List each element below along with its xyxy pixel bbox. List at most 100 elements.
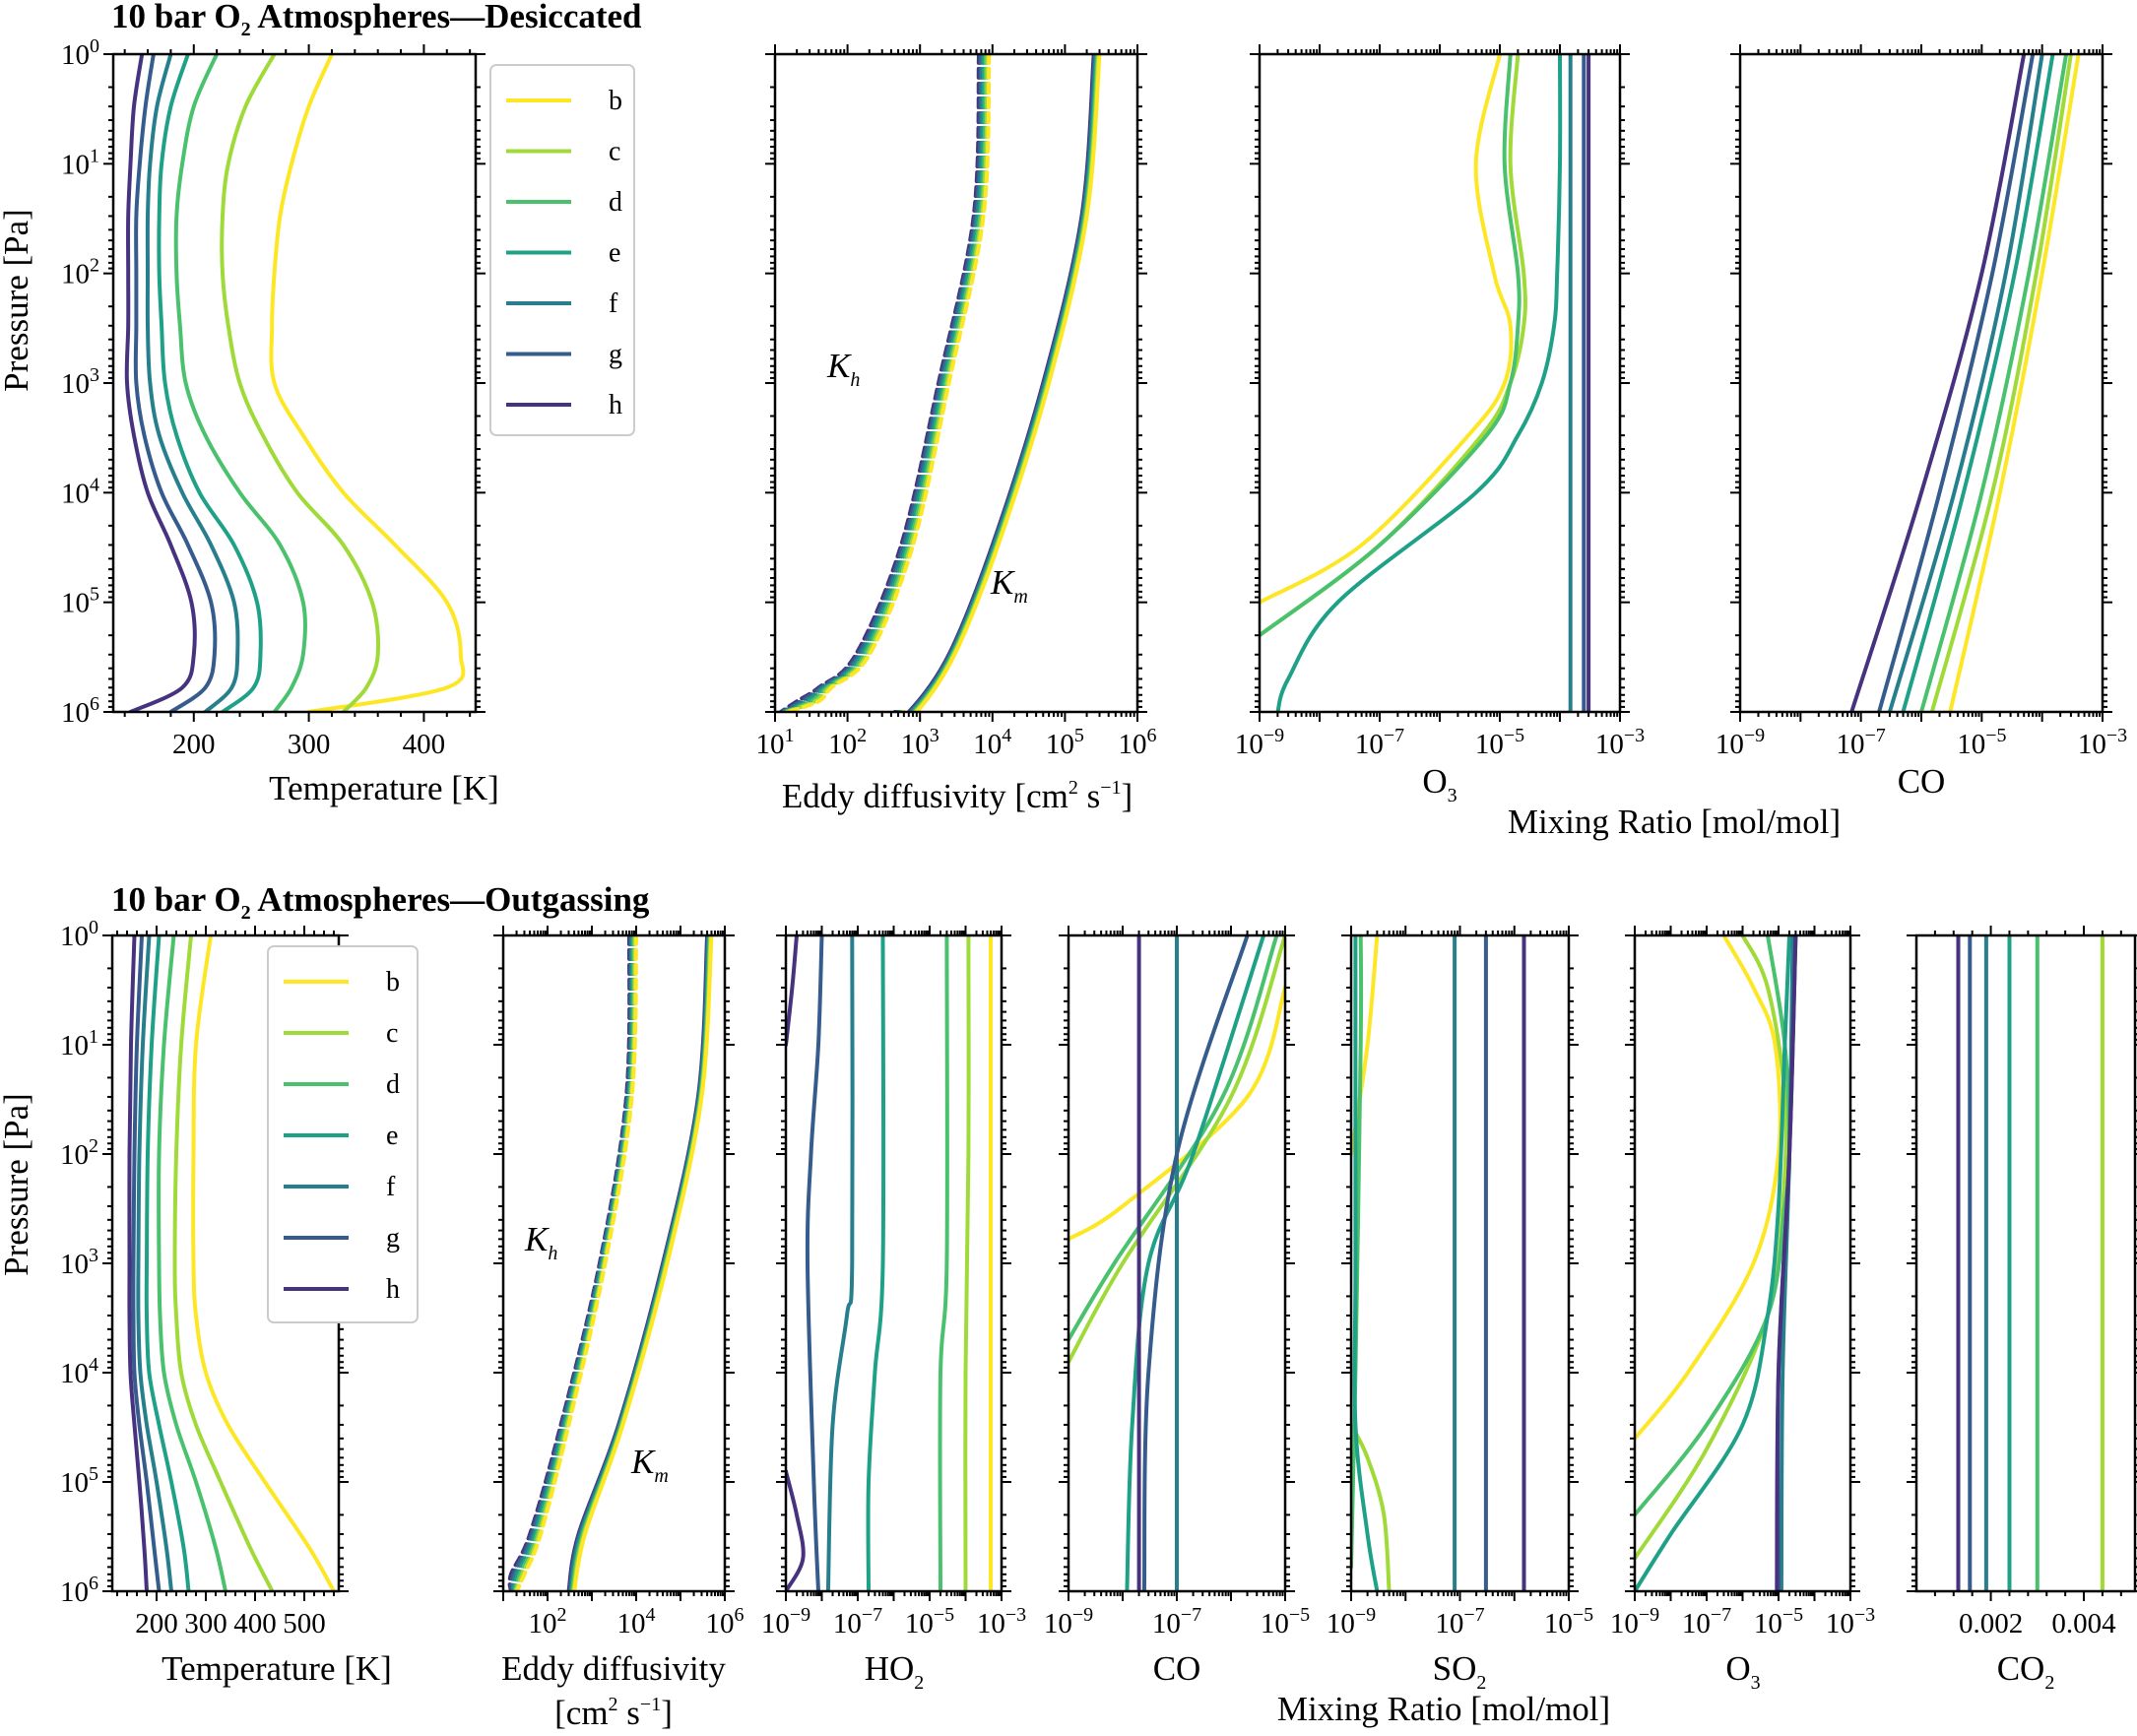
series-line-e xyxy=(157,54,263,712)
ytick-label: 102 xyxy=(60,1135,98,1171)
series-line-b xyxy=(1068,986,1285,1242)
bottom-h2o-xlabel: HO2 xyxy=(865,1649,925,1694)
xtick-label: 10−3 xyxy=(977,1604,1026,1640)
bottom-o3-frame xyxy=(1633,933,1852,1593)
series-line-h2 xyxy=(786,1469,806,1591)
series-line-g xyxy=(133,54,218,712)
series-line-f xyxy=(136,935,173,1591)
bottom-so2-frame xyxy=(1349,933,1571,1593)
top-temperature-xlabel: Temperature [K] xyxy=(269,769,499,807)
xtick-label: 10−9 xyxy=(761,1604,810,1640)
bottom-so2-ticks xyxy=(1341,926,1579,1601)
series-line-h xyxy=(892,54,1096,712)
series-line-c xyxy=(1635,935,1788,1561)
ytick-label: 104 xyxy=(60,1354,98,1389)
xtick-label: 101 xyxy=(756,725,795,760)
legend-label-h: h xyxy=(609,390,622,420)
series-line-c xyxy=(963,935,971,1591)
series-line-g xyxy=(131,935,162,1591)
series-line-h xyxy=(127,935,149,1591)
bottom-co2-xlabel: CO2 xyxy=(1997,1649,2055,1694)
bottom-co-xlabel: CO xyxy=(1153,1649,1201,1688)
xtick-label: 0.004 xyxy=(2051,1608,2116,1640)
bottom-temperature-xlabel: Temperature [K] xyxy=(162,1649,392,1688)
xtick-label: 10−3 xyxy=(1595,725,1645,760)
ytick-label: 106 xyxy=(60,1573,98,1608)
bottom-mixing-ratio-label: Mixing Ratio [mol/mol] xyxy=(1277,1690,1610,1728)
xtick-label: 104 xyxy=(973,725,1011,760)
series-line-b xyxy=(786,54,992,712)
series-line-e xyxy=(144,935,191,1591)
series-line-g xyxy=(509,935,633,1591)
series-line-e xyxy=(1275,54,1563,712)
series-line-c xyxy=(784,54,990,712)
ytick-label: 105 xyxy=(61,584,99,619)
xtick-label: 104 xyxy=(617,1604,656,1640)
series-line-f xyxy=(825,935,855,1591)
xtick-label: 10−7 xyxy=(1355,725,1404,760)
series-line-b xyxy=(1948,54,2081,712)
series-line-h xyxy=(1849,54,2027,712)
bottom-h2o-ticks xyxy=(776,926,1011,1601)
top-title: 10 bar O2 Atmospheres—Desiccated xyxy=(111,0,642,40)
bottom-ylabel: Pressure [Pa] xyxy=(0,1093,35,1276)
series-line-e xyxy=(866,935,886,1591)
legend-label-e: e xyxy=(609,238,620,269)
xtick-label: 10−3 xyxy=(1826,1604,1875,1640)
xtick-label: 106 xyxy=(1119,725,1157,760)
bottom-eddy-xlabel-units: [cm2 s−1] xyxy=(554,1694,673,1732)
series-line-c xyxy=(900,54,1101,712)
ytick-label: 100 xyxy=(60,917,98,952)
bottom-eddy-frame xyxy=(501,933,727,1593)
series-line-d xyxy=(512,935,636,1591)
top-co-ticks xyxy=(1730,44,2112,722)
series-line-f xyxy=(510,935,634,1591)
top-temperature-frame xyxy=(111,52,478,714)
series-line-e xyxy=(1901,54,2055,712)
legend-label-f: f xyxy=(386,1172,396,1202)
xtick-label: 400 xyxy=(403,729,446,760)
bottom-eddy-ticks xyxy=(493,926,735,1601)
xtick-label: 10−9 xyxy=(1044,1604,1093,1640)
annotation-K_m: Km xyxy=(990,563,1028,608)
series-line-c xyxy=(220,54,381,712)
xtick-label: 10−7 xyxy=(1152,1604,1201,1640)
xtick-label: 10−7 xyxy=(1682,1604,1731,1640)
series-line-f xyxy=(1887,54,2044,712)
bottom-so2-xlabel: SO2 xyxy=(1433,1649,1487,1694)
bottom-temperature-panel: 100 101 102 103 104 105 106 200 300 400 500 Tempera… xyxy=(60,917,392,1688)
series-line-d xyxy=(938,935,949,1591)
series-line-d xyxy=(157,935,227,1591)
series-line-e xyxy=(897,54,1099,712)
bottom-eddy-panel: 102 104 106 Eddy diffusivity [cm2 s−1] Kh Km xyxy=(493,926,745,1732)
series-line-d xyxy=(1068,935,1279,1342)
legend-label-c: c xyxy=(386,1018,398,1049)
series-line-g xyxy=(894,54,1097,712)
legend-box xyxy=(489,64,635,436)
legend-label-b: b xyxy=(386,967,400,997)
bottom-o3-xlabel: O3 xyxy=(1725,1649,1760,1694)
series-line-c xyxy=(513,935,637,1591)
bottom-title: 10 bar O2 Atmospheres—Outgassing xyxy=(111,880,650,924)
xtick-label: 106 xyxy=(706,1604,745,1640)
top-o3-frame xyxy=(1258,52,1622,714)
bottom-co-panel: 10−9 10−7 10−5 CO xyxy=(1044,926,1310,1688)
legend-label-d: d xyxy=(609,187,622,218)
xtick-label: 105 xyxy=(1046,725,1084,760)
legend-label-e: e xyxy=(386,1121,398,1151)
xtick-label: 10−5 xyxy=(1261,1604,1310,1640)
series-line-c xyxy=(1929,54,2073,712)
top-eddy-panel: 101 102 103 104 105 106 Eddy diffusivity [cm2 … xyxy=(756,44,1157,815)
series-line-b xyxy=(1260,54,1514,605)
series-line-h xyxy=(124,54,197,712)
xtick-label: 10−7 xyxy=(1837,725,1886,760)
top-o3-xlabel: O3 xyxy=(1422,762,1457,806)
xtick-label: 10−9 xyxy=(1235,725,1284,760)
xtick-label: 10−7 xyxy=(1435,1604,1484,1640)
ytick-label: 106 xyxy=(61,693,99,729)
legend-label-h: h xyxy=(386,1274,400,1305)
series-line-c xyxy=(1351,1423,1392,1591)
bottom-h2o-panel: 10−9 10−7 10−5 10−3 HO2 xyxy=(761,926,1026,1694)
